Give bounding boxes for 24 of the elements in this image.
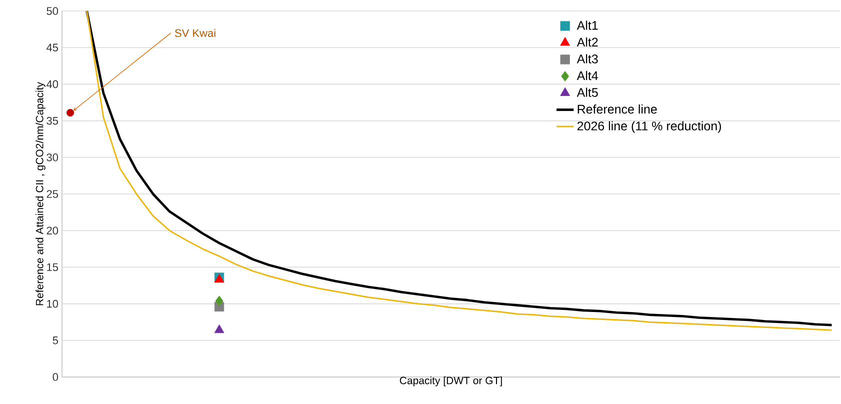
y-tick-label: 20 [46, 226, 58, 234]
legend-label: Reference line [578, 104, 657, 114]
y-tick-label: 50 [46, 7, 58, 15]
point [215, 296, 224, 306]
y-tick-label: 45 [46, 44, 58, 52]
legend-label: Alt5 [576, 88, 598, 97]
x-axis-title: Capacity [DWT or GT] [400, 376, 502, 386]
y-tick-label: 30 [46, 154, 58, 162]
y-tick-label: 25 [46, 190, 58, 198]
point [66, 108, 74, 117]
legend-label: 2026 line (11 % reduction) [577, 121, 721, 133]
y-tick-label: 5 [52, 336, 58, 344]
legend-label: Alt1 [576, 20, 598, 30]
legend-label: Alt4 [576, 70, 598, 80]
legend-label: Alt2 [576, 37, 598, 47]
y-axis-title: Reference and Attained CII , gCO2/nm/Capacity [36, 82, 46, 306]
y-tick-label: 40 [46, 80, 58, 88]
y-tick-label: 10 [47, 300, 58, 308]
point [214, 324, 224, 334]
y-tick-label: 15 [47, 263, 58, 272]
legend-label: Alt3 [576, 54, 598, 64]
annotation: SV Kwai [174, 28, 216, 37]
y-tick-label: 35 [46, 116, 58, 125]
y-tick-label: 0 [52, 373, 58, 381]
